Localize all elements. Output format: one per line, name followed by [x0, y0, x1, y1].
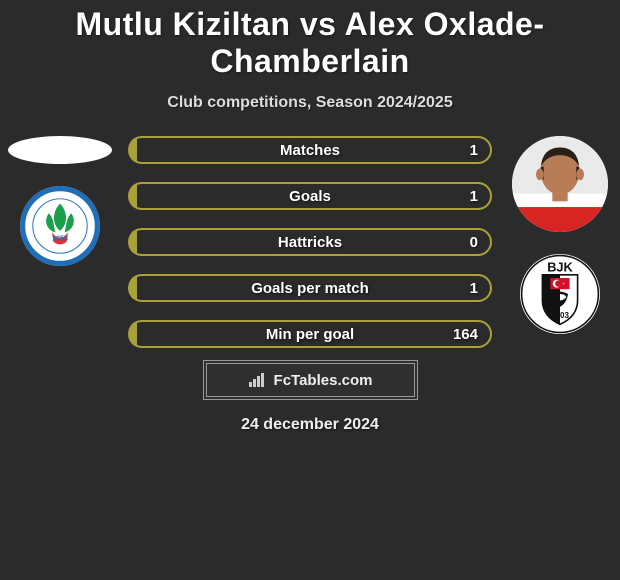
rizespor-badge-icon: 1953: [20, 186, 100, 266]
stat-bar: Goals 1: [128, 182, 492, 210]
watermark-text: FcTables.com: [274, 372, 373, 389]
left-club-badge: 1953: [20, 186, 100, 266]
stat-right-value: 1: [470, 188, 478, 205]
subtitle: Club competitions, Season 2024/2025: [0, 94, 620, 112]
right-club-initials: BJK: [547, 260, 573, 275]
stat-label: Matches: [130, 142, 490, 159]
stat-bar: Hattricks 0: [128, 228, 492, 256]
stat-right-value: 1: [470, 280, 478, 297]
right-player-avatar: [512, 136, 608, 232]
left-player-column: 1953: [0, 136, 120, 266]
left-player-avatar: [8, 136, 112, 164]
date-text: 24 december 2024: [0, 416, 620, 434]
right-club-badge: BJK 1903: [520, 254, 600, 334]
stats-column: Matches 1 Goals 1 Hattricks 0 Goals per …: [120, 136, 500, 348]
left-club-year: 1953: [52, 233, 68, 242]
watermark: FcTables.com: [203, 360, 418, 400]
stat-bar: Min per goal 164: [128, 320, 492, 348]
main-row: 1953 Matches 1 Goals 1 Hattricks: [0, 136, 620, 348]
right-club-year: 1903: [551, 311, 569, 320]
infographic-root: Mutlu Kiziltan vs Alex Oxlade-Chamberlai…: [0, 0, 620, 434]
stat-right-value: 164: [453, 326, 478, 343]
stat-label: Goals per match: [130, 280, 490, 297]
bars-icon: [248, 372, 268, 388]
besiktas-badge-icon: BJK 1903: [520, 254, 600, 334]
stat-right-value: 1: [470, 142, 478, 159]
stat-right-value: 0: [470, 234, 478, 251]
page-title: Mutlu Kiziltan vs Alex Oxlade-Chamberlai…: [0, 0, 620, 80]
stat-label: Goals: [130, 188, 490, 205]
stat-bar: Goals per match 1: [128, 274, 492, 302]
stat-label: Hattricks: [130, 234, 490, 251]
right-player-column: BJK 1903: [500, 136, 620, 334]
stat-label: Min per goal: [130, 326, 490, 343]
stat-bar: Matches 1: [128, 136, 492, 164]
player-photo-icon: [512, 136, 608, 232]
